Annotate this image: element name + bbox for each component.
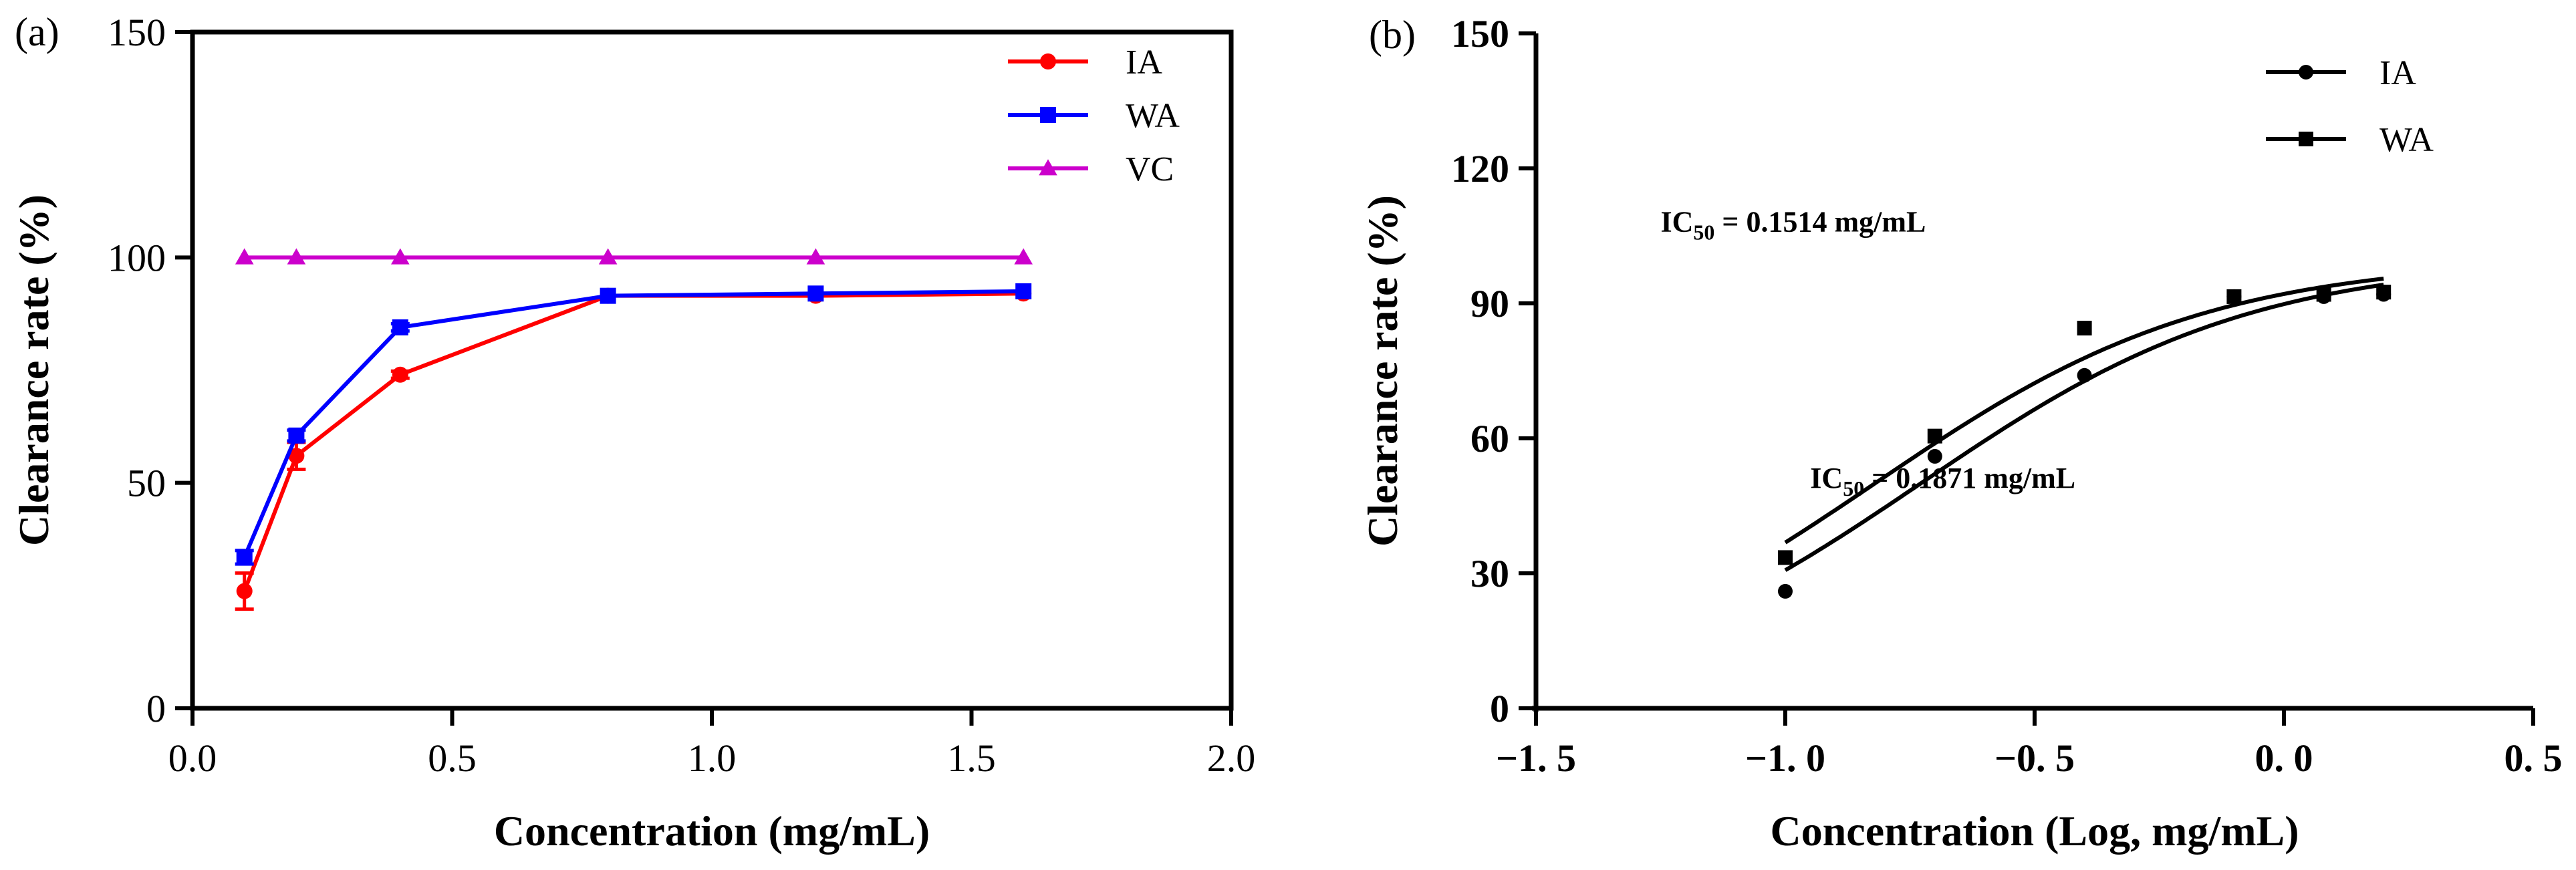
data-point-ia	[1778, 583, 1793, 599]
legend-marker-ia	[1040, 53, 1056, 69]
y-tick-label: 0	[146, 687, 166, 730]
legend-label-wa: WA	[2379, 121, 2434, 159]
legend-label-ia: IA	[2379, 54, 2416, 92]
series-wa	[1778, 277, 2392, 565]
y-tick-label: 100	[108, 236, 166, 279]
legend-marker-vc	[1039, 159, 1057, 176]
legend-label-wa: WA	[1126, 97, 1180, 135]
x-tick-label: −1. 0	[1745, 736, 1825, 780]
data-point-ia	[392, 366, 408, 383]
y-axis-title: Clearance rate (%)	[1359, 195, 1406, 547]
series-vc	[235, 248, 1033, 265]
data-point-wa	[2376, 285, 2392, 300]
x-tick-label: −1. 5	[1496, 736, 1576, 780]
data-point-wa	[288, 427, 305, 444]
y-axis-title: Clearance rate (%)	[10, 194, 57, 546]
data-point-ia	[236, 583, 253, 599]
y-tick-label: 0	[1490, 687, 1509, 730]
x-tick-label: 1.0	[688, 736, 737, 780]
legend-marker-ia	[2299, 65, 2313, 80]
y-tick-label: 60	[1470, 417, 1509, 460]
legend-label-vc: VC	[1126, 150, 1174, 188]
legend: IA WA	[2266, 54, 2434, 159]
x-tick-label: 0.5	[428, 736, 477, 780]
x-tick-label: 1.5	[947, 736, 996, 780]
data-point-wa	[807, 285, 824, 302]
x-tick-label: 2.0	[1207, 736, 1256, 780]
panel-label: (a)	[15, 10, 59, 54]
data-point-vc	[806, 248, 825, 265]
data-point-wa	[600, 287, 616, 304]
x-axis-title: Concentration (mg/mL)	[494, 807, 930, 855]
legend-marker-wa	[2299, 132, 2313, 146]
plot-frame	[190, 29, 1234, 711]
ic50-annotation-1: IC50 = 0.1514 mg/mL	[1661, 205, 1926, 244]
data-point-wa	[1778, 550, 1793, 565]
series-wa	[235, 283, 1032, 566]
data-point-wa	[1015, 283, 1032, 299]
y-tick-label: 120	[1451, 147, 1509, 190]
legend-label-ia: IA	[1126, 43, 1162, 82]
series-ia	[235, 285, 1032, 611]
data-point-vc	[287, 248, 306, 265]
data-point-wa	[392, 319, 408, 335]
data-point-wa	[236, 549, 253, 565]
legend-marker-wa	[1040, 107, 1056, 123]
ic50-annotation-2: IC50 = 0.1871 mg/mL	[1810, 462, 2075, 500]
data-point-wa	[1927, 428, 1942, 444]
y-tick-label: 30	[1470, 552, 1509, 595]
x-tick-label: 0.0	[168, 736, 217, 780]
data-point-wa	[2226, 289, 2242, 304]
data-point-vc	[235, 248, 254, 265]
x-axis-title: Concentration (Log, mg/mL)	[1770, 807, 2299, 855]
y-tick-label: 150	[108, 11, 166, 54]
y-tick-label: 150	[1451, 12, 1509, 55]
panel-b: −1. 5 −1. 0 −0. 5 0. 0 0. 5 0 30 60 90 120 150 Conc…	[1359, 12, 2563, 855]
y-tick-label: 90	[1470, 282, 1509, 325]
series-line-wa	[242, 289, 1024, 559]
x-tick-label: −0. 5	[1994, 736, 2075, 780]
legend: IA WA VC	[1008, 43, 1180, 188]
x-tick-label: 0. 5	[2504, 736, 2563, 780]
data-point-ia	[2077, 368, 2092, 383]
x-tick-label: 0. 0	[2255, 736, 2313, 780]
data-point-ia	[288, 448, 305, 464]
data-point-vc	[598, 248, 618, 265]
data-point-wa	[2316, 287, 2331, 302]
panel-a: 0.0 0.5 1.0 1.5 2.0 0 50 100 150 Concentration (m…	[10, 10, 1255, 855]
fit-curve-wa	[1784, 277, 2384, 545]
data-point-wa	[2077, 321, 2092, 336]
panel-label: (b)	[1369, 13, 1416, 57]
data-point-vc	[1014, 248, 1033, 265]
data-point-vc	[391, 248, 410, 265]
data-point-ia	[1927, 448, 1942, 464]
y-tick-label: 50	[127, 462, 166, 505]
series-line-ia	[242, 291, 1024, 592]
